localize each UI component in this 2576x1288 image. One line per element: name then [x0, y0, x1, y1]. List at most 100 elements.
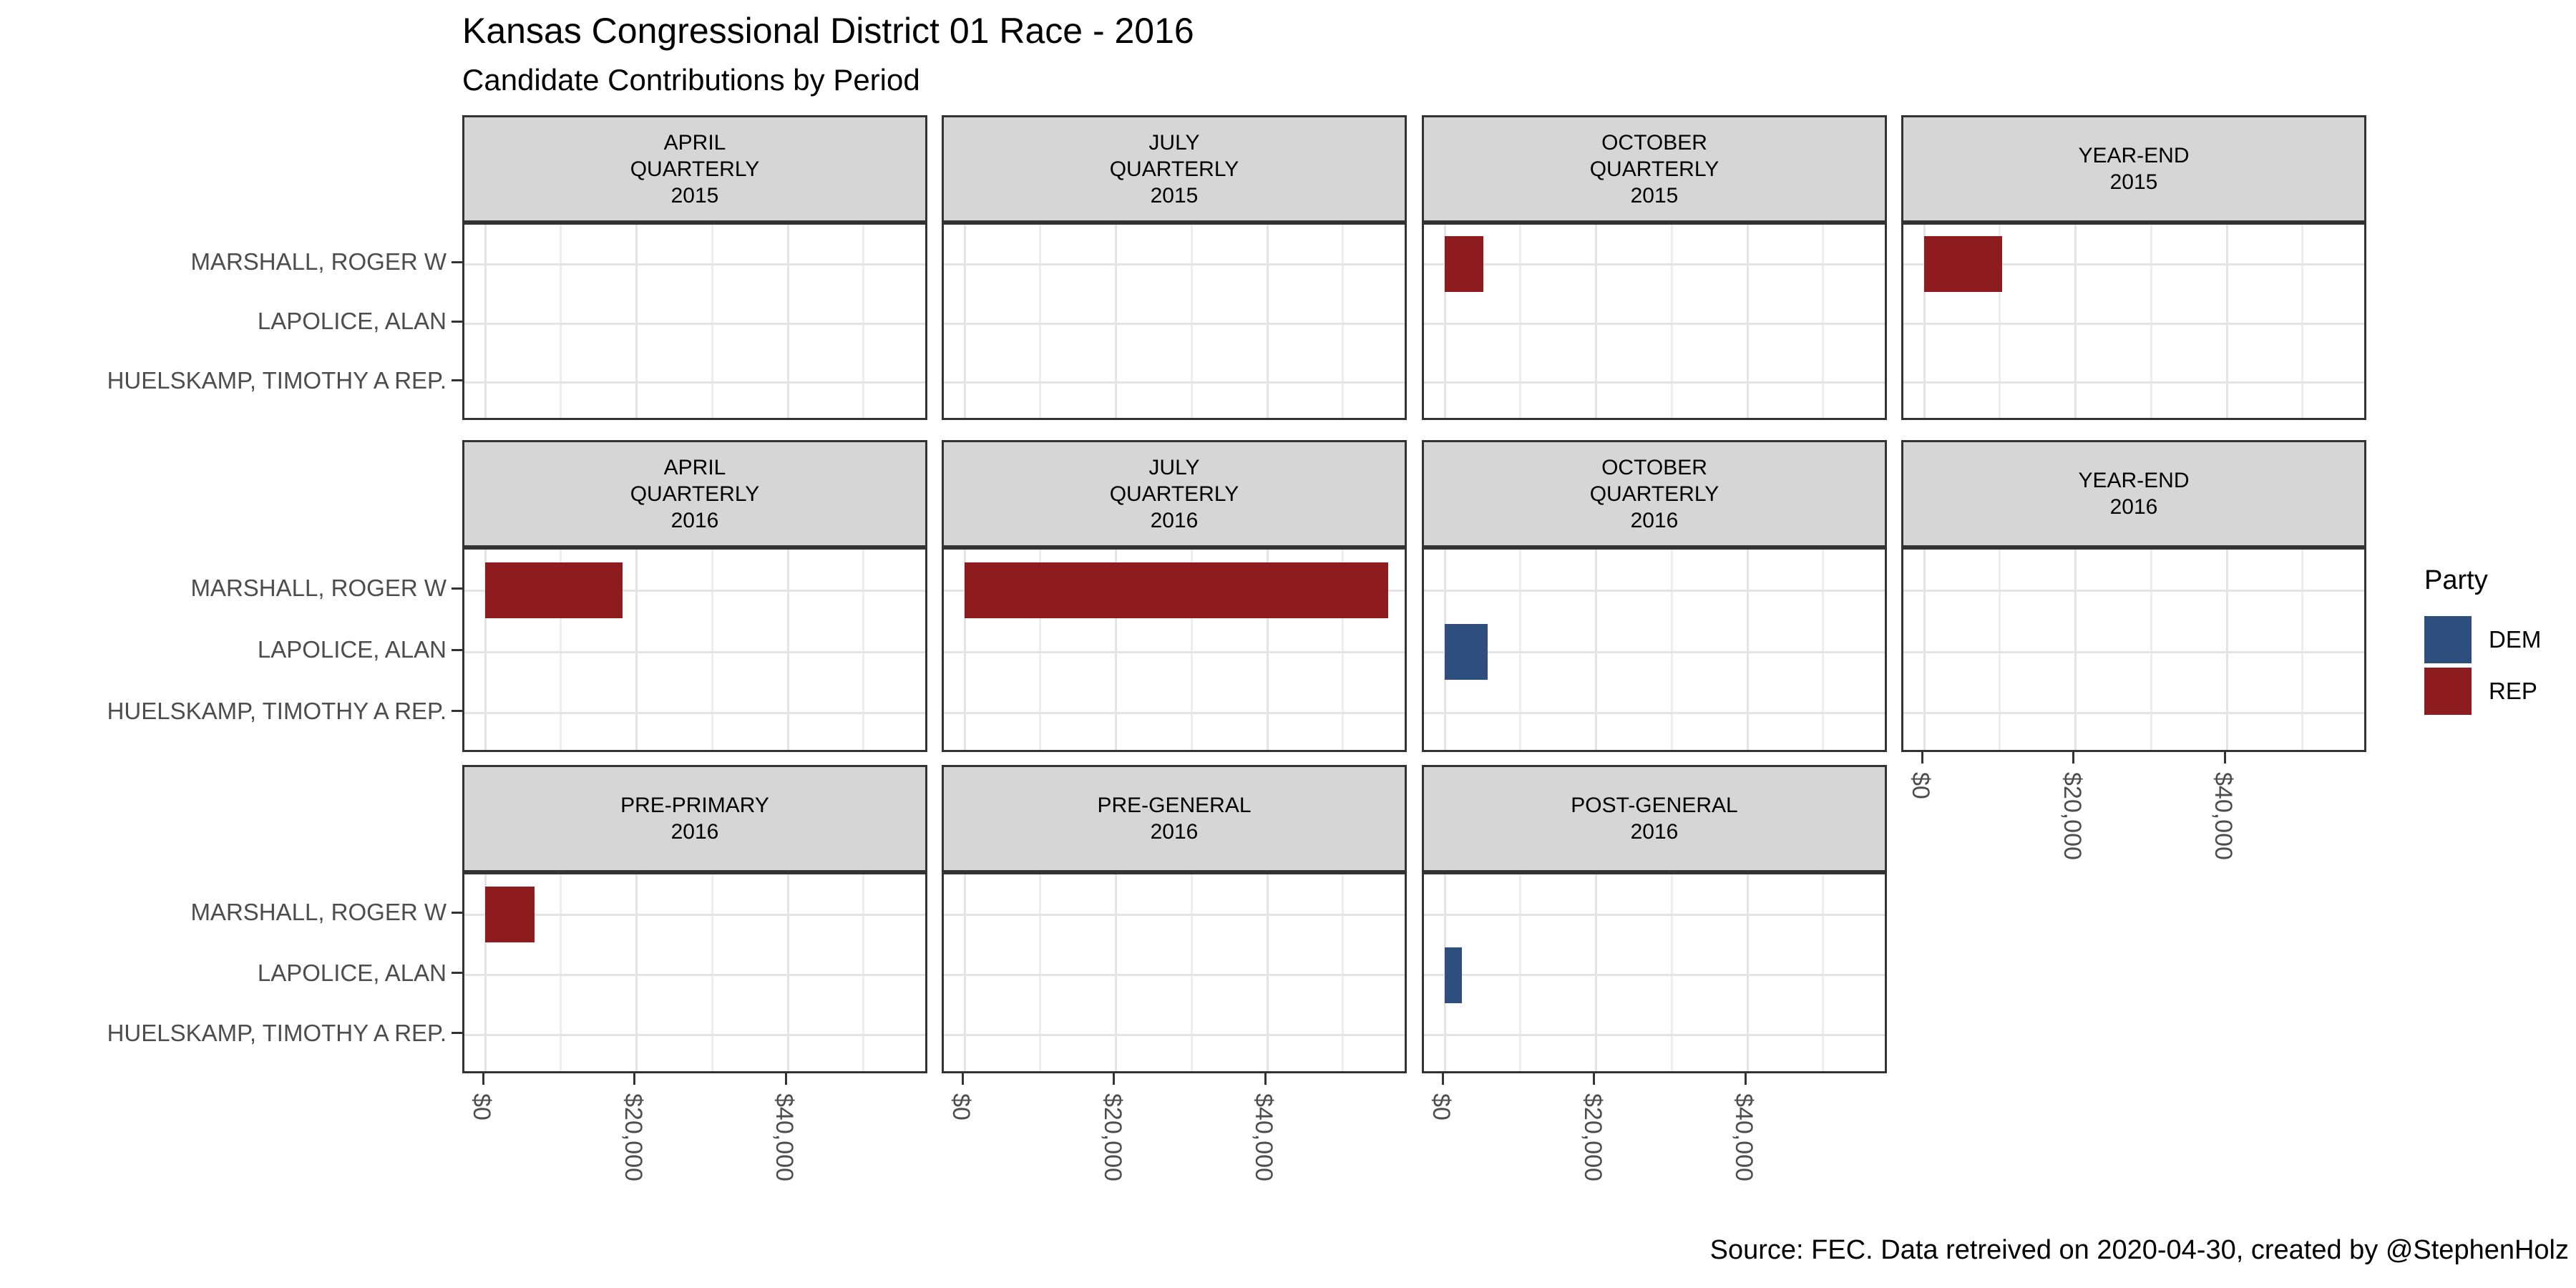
- gridline-major-x: [786, 550, 789, 750]
- gridline-major-x: [484, 874, 487, 1071]
- facet-strip-line: POST-GENERAL: [1571, 794, 1738, 817]
- gridline-minor-x: [711, 550, 713, 750]
- facet-strip-label: OCTOBER QUARTERLY 2015: [1422, 115, 1887, 223]
- gridline-major-x: [1923, 550, 1926, 750]
- gridline-major-y: [464, 712, 925, 715]
- facet-strip-line: QUARTERLY: [1589, 482, 1719, 506]
- gridline-major-x: [484, 550, 487, 750]
- gridline-major-y: [944, 913, 1405, 916]
- gridline-minor-x: [2150, 550, 2152, 750]
- facet-strip-label: OCTOBER QUARTERLY 2016: [1422, 440, 1887, 547]
- y-axis-tick: [452, 587, 462, 590]
- facet-year-end-2015: YEAR-END 2015: [1901, 115, 2366, 420]
- candidate-label: HUELSKAMP, TIMOTHY A REP.: [107, 1019, 447, 1046]
- gridline-major-x: [1923, 225, 1926, 418]
- gridline-major-x: [1746, 550, 1749, 750]
- gridline-major-y: [1903, 589, 2364, 592]
- facet-strip-line: QUARTERLY: [1109, 157, 1239, 181]
- gridline-minor-x: [560, 225, 562, 418]
- x-axis-label: $0: [1428, 1093, 1455, 1121]
- x-axis-label: $0: [947, 1093, 975, 1121]
- gridline-major-y: [1424, 589, 1885, 592]
- bar-rep: [1445, 236, 1483, 293]
- y-axis-tick: [452, 379, 462, 382]
- bar-rep: [965, 562, 1389, 619]
- gridline-major-y: [1424, 712, 1885, 715]
- x-axis-label: $40,000: [1250, 1093, 1277, 1181]
- gridline-major-x: [963, 225, 966, 418]
- facet-strip-line: JULY: [1148, 130, 1200, 155]
- facet-july-quarterly-2015: JULY QUARTERLY 2015: [942, 115, 1407, 420]
- gridline-minor-x: [1190, 874, 1193, 1071]
- gridline-major-y: [1424, 1034, 1885, 1037]
- gridline-minor-x: [1342, 225, 1345, 418]
- gridline-major-x: [963, 874, 966, 1071]
- gridline-major-x: [1595, 225, 1597, 418]
- gridline-major-x: [635, 550, 638, 750]
- facet-strip-line: 2016: [1630, 508, 1679, 532]
- legend-item-label: REP: [2489, 678, 2537, 704]
- gridline-major-x: [786, 874, 789, 1071]
- gridline-minor-x: [560, 874, 562, 1071]
- gridline-minor-x: [862, 225, 865, 418]
- gridline-minor-x: [560, 550, 562, 750]
- gridline-major-y: [944, 263, 1405, 265]
- gridline-major-y: [464, 913, 925, 916]
- facet-october-quarterly-2016: OCTOBER QUARTERLY 2016: [1422, 440, 1887, 752]
- facet-strip-line: 2016: [2109, 495, 2158, 519]
- facet-strip-line: QUARTERLY: [630, 482, 760, 506]
- bar-rep: [1924, 236, 2002, 293]
- gridline-major-x: [1595, 874, 1597, 1071]
- gridline-minor-x: [1822, 225, 1825, 418]
- facet-strip-line: 2015: [2109, 170, 2158, 194]
- legend-item-label: DEM: [2489, 626, 2542, 653]
- facet-strip-line: QUARTERLY: [1589, 157, 1719, 181]
- y-axis-tick: [452, 972, 462, 974]
- bar-dem: [1445, 624, 1488, 680]
- gridline-major-y: [1903, 322, 2364, 325]
- gridline-major-y: [464, 1034, 925, 1037]
- x-axis-tick: [482, 1073, 484, 1085]
- gridline-minor-x: [1999, 550, 2001, 750]
- legend-title: Party: [2424, 565, 2488, 595]
- x-axis-label: $40,000: [771, 1093, 798, 1181]
- facet-strip-label: JULY QUARTERLY 2015: [942, 115, 1407, 223]
- gridline-major-y: [1424, 974, 1885, 976]
- facet-panel: [942, 547, 1407, 752]
- gridline-major-y: [1903, 712, 2364, 715]
- gridline-major-x: [2225, 550, 2228, 750]
- gridline-minor-x: [1999, 225, 2001, 418]
- legend-item-rep: REP: [2424, 668, 2541, 715]
- x-axis-tick: [961, 1073, 964, 1085]
- facet-strip-label: YEAR-END 2016: [1901, 440, 2366, 547]
- gridline-major-y: [464, 650, 925, 653]
- facet-strip-label: PRE-GENERAL 2016: [942, 765, 1407, 872]
- gridline-minor-x: [1039, 550, 1042, 750]
- x-axis-label: $40,000: [1730, 1093, 1757, 1181]
- bar-dem: [1445, 947, 1463, 1003]
- gridline-major-y: [944, 1034, 1405, 1037]
- source-caption: Source: FEC. Data retreived on 2020-04-3…: [1709, 1235, 2569, 1265]
- gridline-minor-x: [2301, 550, 2304, 750]
- y-axis-tick: [452, 1032, 462, 1035]
- x-axis-tick: [1441, 1073, 1444, 1085]
- facet-panel: [1422, 872, 1887, 1073]
- candidate-label: MARSHALL, ROGER W: [190, 575, 447, 602]
- x-axis-label: $20,000: [1098, 1093, 1126, 1181]
- facet-strip-line: 2016: [670, 508, 719, 532]
- gridline-major-y: [464, 263, 925, 265]
- gridline-major-y: [944, 974, 1405, 976]
- gridline-major-x: [1746, 225, 1749, 418]
- facet-panel: [1901, 223, 2366, 420]
- gridline-major-x: [1746, 874, 1749, 1071]
- facet-april-quarterly-2015: APRIL QUARTERLY 2015 MARSHALL, ROGER W LAPOL…: [107, 115, 927, 420]
- gridline-minor-x: [862, 874, 865, 1071]
- gridline-minor-x: [2301, 225, 2304, 418]
- legend: Party DEM REP: [2424, 565, 2541, 719]
- facet-strip-label: APRIL QUARTERLY 2015: [462, 115, 927, 223]
- x-axis-label: $40,000: [2210, 772, 2237, 860]
- gridline-major-y: [464, 381, 925, 384]
- x-axis-label: $0: [468, 1093, 495, 1121]
- candidate-label: LAPOLICE, ALAN: [257, 959, 447, 986]
- gridline-major-y: [944, 712, 1405, 715]
